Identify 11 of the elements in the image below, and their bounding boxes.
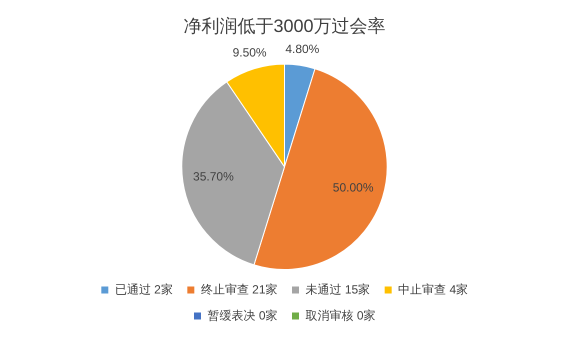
- legend-label: 终止审查 21家: [200, 282, 278, 296]
- data-label: 4.80%: [285, 42, 320, 56]
- data-label: 9.50%: [232, 46, 267, 60]
- data-label: 35.70%: [193, 170, 234, 184]
- legend-label: 已通过 2家: [114, 282, 173, 296]
- legend-label: 暂缓表决 0家: [207, 308, 278, 322]
- legend-label: 取消审核 0家: [306, 308, 376, 322]
- chart-title: 净利润低于3000万过会率: [183, 16, 386, 36]
- legend-label: 未通过 15家: [306, 282, 370, 296]
- data-label: 50.00%: [332, 180, 374, 194]
- legend-label: 中止审查 4家: [398, 282, 468, 296]
